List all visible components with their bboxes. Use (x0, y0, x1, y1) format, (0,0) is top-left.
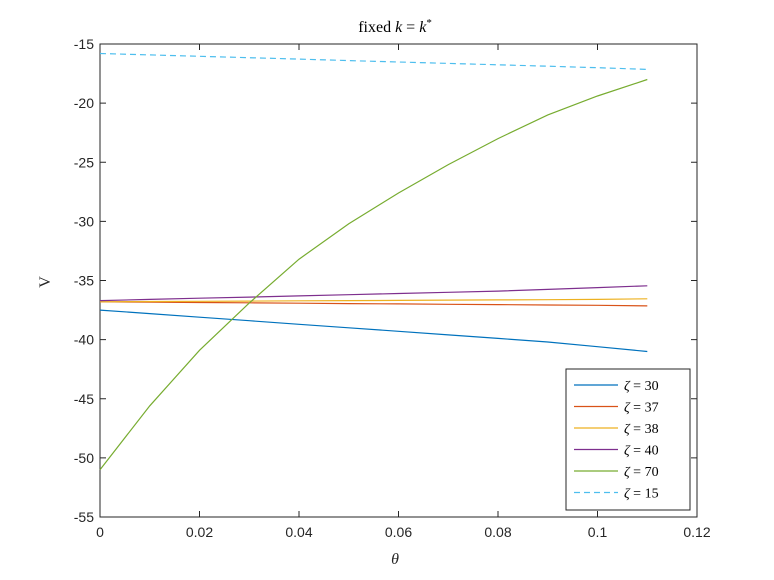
x-tick-label: 0.1 (588, 524, 608, 540)
y-tick-label: -45 (74, 391, 94, 407)
y-tick-label: -55 (74, 509, 94, 525)
x-tick-label: 0.08 (484, 524, 511, 540)
legend-entry: ζ = 40 (624, 444, 659, 459)
legend-entry: ζ = 38 (624, 422, 659, 437)
legend: ζ = 30 ζ = 37 ζ = 38 ζ = 40 ζ = 70 ζ = 15 (565, 368, 691, 511)
chart-title: fixed k = k* (358, 17, 432, 36)
y-axis-label: V (37, 276, 54, 288)
y-tick-label: -40 (74, 332, 94, 348)
series-line-5 (99, 52, 648, 70)
y-tick-label: -20 (74, 95, 94, 111)
y-tick-label: -15 (74, 36, 94, 52)
x-tick-label: 0.06 (385, 524, 412, 540)
series-line-4 (99, 78, 648, 471)
y-tick-label: -25 (74, 154, 94, 170)
legend-box (565, 368, 691, 511)
x-tick-label: 0 (96, 524, 104, 540)
legend-entry: ζ = 37 (624, 401, 659, 416)
y-tick-label: -50 (74, 450, 94, 466)
x-axis-label: θ (391, 551, 399, 568)
legend-entry: ζ = 15 (624, 487, 659, 502)
series-line-1 (99, 301, 648, 307)
series-line-2 (99, 298, 648, 303)
legend-entry: ζ = 70 (624, 465, 659, 480)
x-tick-label: 0.04 (285, 524, 312, 540)
series-line-3 (99, 285, 648, 302)
x-tick-label: 0.12 (683, 524, 710, 540)
legend-entry: ζ = 30 (624, 379, 659, 394)
x-tick-label: 0.02 (186, 524, 213, 540)
series-line-0 (99, 309, 648, 353)
y-tick-label: -30 (74, 213, 94, 229)
y-tick-label: -35 (74, 273, 94, 289)
series-layer (99, 52, 648, 471)
axis-ticks: 0 0.02 0.04 0.06 0.08 0.1 0.12 -55 -50 -45 -40 -35 -… (74, 36, 711, 540)
